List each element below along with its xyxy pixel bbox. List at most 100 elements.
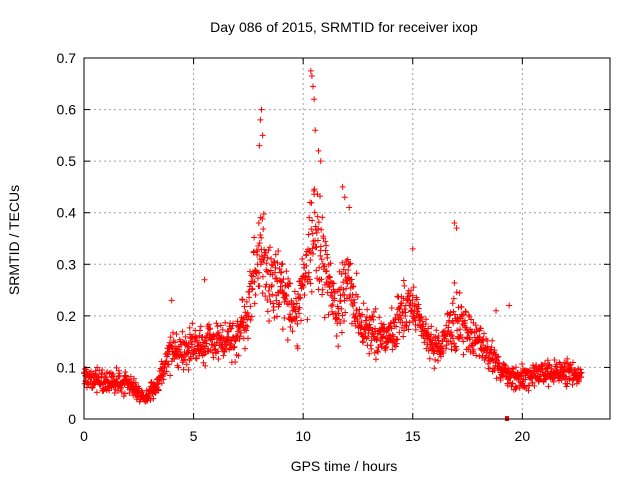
data-point [322,268,329,275]
x-tick-label: 10 [295,428,311,444]
data-point [311,96,318,103]
data-point [401,306,408,313]
data-point [368,329,375,336]
data-point [249,285,256,292]
data-point [215,348,222,355]
data-point [415,310,422,317]
data-point [398,299,405,306]
data-point [186,324,193,331]
data-point [575,378,582,385]
data-point [447,312,454,319]
data-point [462,324,469,331]
data-point [228,325,235,332]
data-point [304,316,311,323]
data-point [477,325,484,332]
data-point [302,252,309,259]
data-point [453,346,460,353]
data-point [445,324,452,331]
data-point [215,355,222,362]
data-point [525,387,532,394]
data-point [383,328,390,335]
y-tick-label: 0 [68,411,76,427]
data-point [289,328,296,335]
data-point [302,270,309,277]
data-point [405,326,412,333]
data-point [108,374,115,381]
data-point [418,313,425,320]
data-point [333,332,340,339]
data-point [259,290,266,297]
data-point [366,321,373,328]
data-point [456,289,463,296]
data-point [452,311,459,318]
data-point [276,299,283,306]
data-point [384,327,391,334]
data-point [247,268,254,275]
data-point [470,346,477,353]
data-point [570,359,577,366]
data-point [321,263,328,270]
data-point [346,261,353,268]
data-point [314,237,321,244]
y-tick-label: 0.2 [57,308,77,324]
data-point [563,383,570,390]
data-point [349,283,356,290]
data-point [312,127,319,134]
data-point [340,286,347,293]
y-tick-label: 0.3 [57,256,77,272]
data-point [206,321,213,328]
data-point [314,213,321,220]
data-point [256,142,263,149]
data-point [344,256,351,263]
data-point [317,252,324,259]
y-tick-label: 0.6 [57,102,77,118]
data-point [342,309,349,316]
data-point [558,377,565,384]
data-point [168,297,175,304]
data-point [115,373,122,380]
data-point [310,241,317,248]
data-point [307,67,314,74]
data-point [244,335,251,342]
data-point [338,329,345,336]
data-point [244,309,251,316]
data-point [541,360,548,367]
data-point [452,347,459,354]
data-point [412,326,419,333]
data-point [243,298,250,305]
data-point [354,293,361,300]
data-point [484,343,491,350]
data-point [331,288,338,295]
data-point [335,343,342,350]
data-point [376,314,383,321]
data-point [529,379,536,386]
data-point [201,276,208,283]
data-point [413,296,420,303]
data-point [287,323,294,330]
data-point [324,254,331,261]
data-point [258,253,265,260]
data-point [550,378,557,385]
data-point [394,311,401,318]
data-point [89,384,96,391]
data-point [311,186,318,193]
data-point [488,344,495,351]
data-point [118,389,125,396]
data-point [210,333,217,340]
data-point [450,295,457,302]
data-point [509,365,516,372]
data-point [370,309,377,316]
data-point [509,380,516,387]
data-point [337,320,344,327]
data-point [190,349,197,356]
data-point [369,313,376,320]
data-point [258,106,265,113]
data-point [493,307,500,314]
data-point [564,355,571,362]
data-point [271,269,278,276]
axis-ticks: 0 0.1 0.2 0.3 0.4 0.5 0.6 0.7 0 5 10 15 20 [57,50,610,444]
data-point [113,378,120,385]
data-point [460,338,467,345]
data-point [300,284,307,291]
data-point [348,276,355,283]
